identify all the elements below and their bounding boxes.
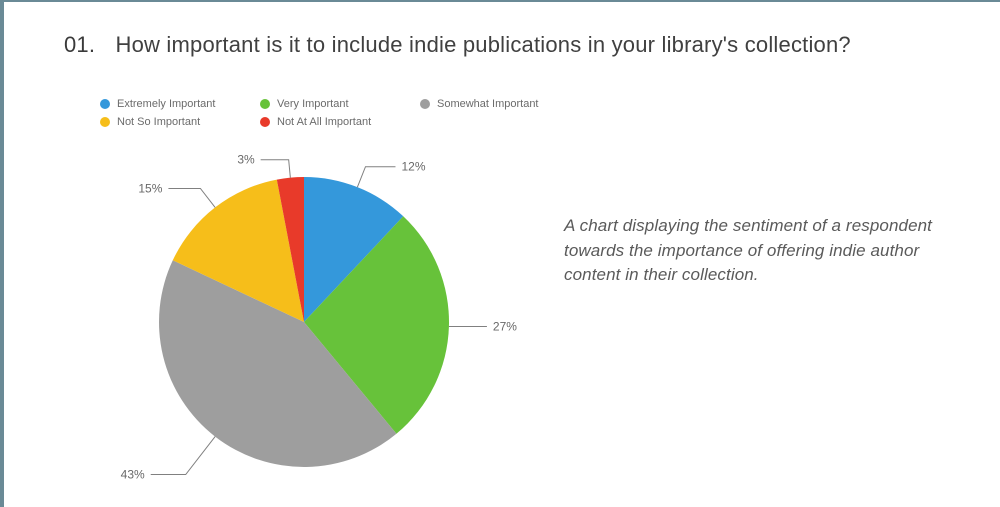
- legend-item: Somewhat Important: [420, 96, 580, 112]
- leader-line: [357, 167, 395, 187]
- pie-chart-svg: 12% 27% 43% 15% 3%: [74, 132, 544, 502]
- question-text: How important is it to include indie pub…: [116, 32, 851, 57]
- legend-swatch-icon: [260, 117, 270, 127]
- legend-label: Not So Important: [117, 116, 200, 128]
- legend-label: Not At All Important: [277, 116, 371, 128]
- legend-item: Very Important: [260, 96, 420, 112]
- question-heading: 01. How important is it to include indie…: [64, 32, 940, 58]
- legend-item: Extremely Important: [100, 96, 260, 112]
- legend-item: Not So Important: [100, 114, 260, 130]
- page: 01. How important is it to include indie…: [0, 0, 1000, 507]
- pie-slice-label: 3%: [237, 153, 255, 167]
- chart-legend: Extremely Important Very Important Somew…: [74, 92, 544, 130]
- legend-swatch-icon: [100, 99, 110, 109]
- legend-swatch-icon: [100, 117, 110, 127]
- legend-swatch-icon: [420, 99, 430, 109]
- leader-line: [261, 160, 291, 178]
- legend-label: Very Important: [277, 98, 349, 110]
- leader-line: [168, 188, 215, 207]
- pie-slice-label: 15%: [138, 181, 162, 195]
- pie-slice-label: 43%: [121, 467, 145, 481]
- legend-swatch-icon: [260, 99, 270, 109]
- pie-slice-label: 27%: [493, 320, 517, 334]
- question-number: 01.: [64, 32, 95, 57]
- legend-label: Extremely Important: [117, 98, 215, 110]
- legend-item: Not At All Important: [260, 114, 420, 130]
- chart-caption: A chart displaying the sentiment of a re…: [564, 214, 964, 288]
- pie-chart-region: Extremely Important Very Important Somew…: [74, 92, 544, 502]
- legend-label: Somewhat Important: [437, 98, 539, 110]
- leader-line: [151, 437, 215, 475]
- pie-slice-label: 12%: [401, 160, 425, 174]
